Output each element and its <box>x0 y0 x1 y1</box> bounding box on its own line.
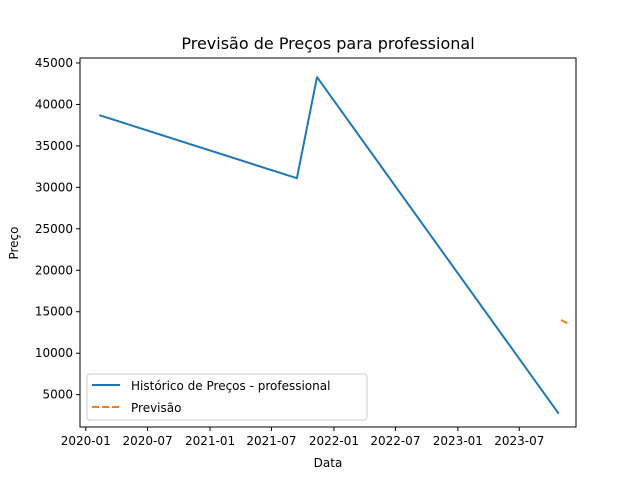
series-line-historico <box>99 76 560 415</box>
y-tick-label: 40000 <box>35 97 73 111</box>
y-tick-label: 30000 <box>35 180 73 194</box>
series-line-previsao <box>560 319 568 325</box>
y-axis-label: Preço <box>7 226 21 259</box>
y-tick-label: 10000 <box>35 346 73 360</box>
x-axis: 2020-01 2020-07 2021-01 2021-07 2022-01 2022-… <box>61 427 544 448</box>
x-tick-label: 2023-01 <box>433 434 483 448</box>
legend-label-historico: Histórico de Preços - professional <box>131 379 330 393</box>
y-tick-label: 15000 <box>35 305 73 319</box>
x-axis-label: Data <box>314 456 343 470</box>
legend-box <box>86 373 368 421</box>
x-tick-label: 2022-07 <box>370 434 420 448</box>
y-axis: 5000 10000 15000 20000 25000 30000 35000 40000 4… <box>35 56 80 402</box>
y-tick-label: 35000 <box>35 139 73 153</box>
plot-series <box>99 76 568 415</box>
x-tick-label: 2020-01 <box>61 434 111 448</box>
x-tick-label: 2021-07 <box>246 434 296 448</box>
x-tick-label: 2021-01 <box>185 434 235 448</box>
axes-frame <box>79 57 577 428</box>
legend-label-previsao: Previsão <box>131 401 181 415</box>
legend: Histórico de Preços - professional Previ… <box>86 373 368 421</box>
chart-title: Previsão de Preços para professional <box>181 34 474 53</box>
y-tick-label: 45000 <box>35 56 73 70</box>
y-tick-label: 5000 <box>42 388 73 402</box>
x-tick-label: 2023-07 <box>494 434 544 448</box>
y-tick-label: 25000 <box>35 222 73 236</box>
x-tick-label: 2022-01 <box>309 434 359 448</box>
x-tick-label: 2020-07 <box>122 434 172 448</box>
y-tick-label: 20000 <box>35 263 73 277</box>
